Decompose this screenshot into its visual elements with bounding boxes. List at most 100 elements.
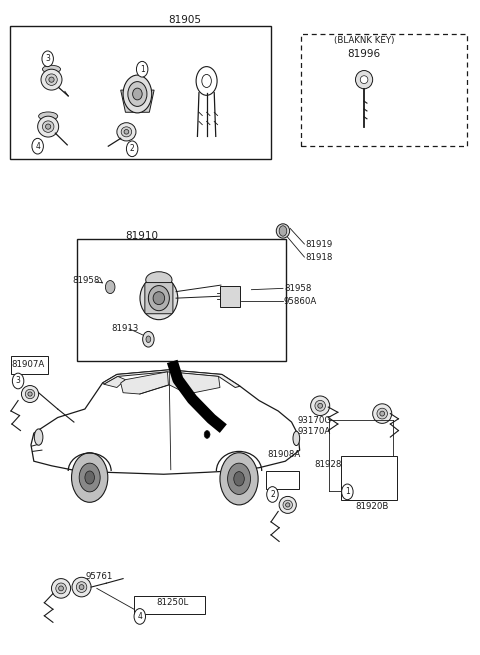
Circle shape	[220, 453, 258, 505]
Ellipse shape	[315, 400, 325, 411]
Ellipse shape	[148, 286, 169, 310]
Circle shape	[32, 138, 43, 154]
Ellipse shape	[46, 74, 57, 85]
Circle shape	[12, 373, 24, 389]
Text: 1: 1	[140, 65, 144, 74]
Ellipse shape	[124, 130, 129, 134]
FancyBboxPatch shape	[10, 26, 272, 159]
Ellipse shape	[140, 276, 178, 320]
Text: (BLAKNK KEY): (BLAKNK KEY)	[334, 36, 394, 45]
Ellipse shape	[56, 583, 66, 594]
Text: 81958: 81958	[72, 276, 99, 285]
Ellipse shape	[51, 578, 71, 598]
FancyBboxPatch shape	[145, 282, 173, 314]
Circle shape	[134, 608, 145, 624]
Ellipse shape	[25, 389, 35, 399]
Polygon shape	[169, 372, 220, 394]
Text: 81919: 81919	[306, 240, 333, 248]
Circle shape	[279, 226, 287, 236]
FancyBboxPatch shape	[220, 286, 240, 307]
Circle shape	[234, 472, 244, 486]
Polygon shape	[31, 370, 300, 474]
Circle shape	[72, 453, 108, 502]
FancyBboxPatch shape	[301, 34, 467, 146]
Ellipse shape	[283, 500, 292, 510]
Text: 95761: 95761	[85, 572, 113, 581]
Ellipse shape	[37, 116, 59, 137]
Ellipse shape	[293, 431, 300, 445]
Ellipse shape	[42, 121, 54, 132]
Text: 81908A: 81908A	[268, 450, 301, 459]
Ellipse shape	[153, 291, 165, 305]
Circle shape	[106, 280, 115, 293]
Text: 4: 4	[137, 612, 142, 621]
Text: 81910: 81910	[126, 231, 159, 241]
Polygon shape	[120, 90, 154, 112]
Ellipse shape	[72, 577, 91, 597]
Ellipse shape	[59, 586, 63, 591]
Text: 3: 3	[45, 54, 50, 64]
Ellipse shape	[311, 396, 330, 415]
FancyBboxPatch shape	[341, 456, 397, 500]
Ellipse shape	[356, 71, 372, 89]
Circle shape	[228, 463, 251, 495]
Circle shape	[146, 336, 151, 343]
Text: 81913: 81913	[111, 324, 139, 333]
Text: 95860A: 95860A	[284, 297, 317, 306]
Ellipse shape	[146, 272, 172, 288]
Ellipse shape	[117, 122, 136, 141]
Ellipse shape	[28, 392, 32, 396]
Ellipse shape	[79, 585, 84, 590]
Text: 81928: 81928	[314, 460, 341, 469]
Ellipse shape	[38, 112, 58, 121]
Ellipse shape	[128, 82, 147, 106]
Text: 81920B: 81920B	[356, 502, 389, 511]
Text: 3: 3	[16, 377, 21, 386]
Circle shape	[267, 487, 278, 502]
Ellipse shape	[318, 403, 323, 408]
Text: 81958: 81958	[284, 284, 311, 293]
Text: 1: 1	[345, 487, 350, 496]
Ellipse shape	[76, 582, 87, 593]
Polygon shape	[104, 377, 125, 388]
Circle shape	[143, 331, 154, 347]
Text: 81918: 81918	[306, 253, 333, 261]
Ellipse shape	[279, 496, 296, 514]
FancyBboxPatch shape	[266, 471, 299, 489]
Text: 93170A: 93170A	[297, 427, 331, 436]
Text: 81907A: 81907A	[11, 360, 44, 369]
Circle shape	[79, 463, 100, 492]
FancyBboxPatch shape	[134, 596, 204, 614]
Ellipse shape	[34, 429, 43, 445]
Text: 2: 2	[130, 144, 134, 153]
Circle shape	[85, 471, 95, 484]
Ellipse shape	[276, 224, 289, 238]
Ellipse shape	[360, 76, 368, 84]
Text: 2: 2	[270, 490, 275, 499]
Circle shape	[126, 141, 138, 157]
Ellipse shape	[377, 408, 387, 419]
Polygon shape	[103, 370, 240, 388]
Text: 81996: 81996	[348, 48, 381, 58]
Ellipse shape	[132, 88, 142, 100]
Ellipse shape	[42, 66, 60, 73]
Ellipse shape	[372, 404, 392, 423]
Circle shape	[136, 62, 148, 77]
Text: 81905: 81905	[168, 14, 202, 25]
Text: 4: 4	[35, 141, 40, 151]
Ellipse shape	[121, 127, 132, 137]
Ellipse shape	[41, 69, 62, 90]
Circle shape	[204, 430, 210, 438]
Text: 93170G: 93170G	[297, 416, 331, 424]
Polygon shape	[120, 372, 168, 394]
FancyBboxPatch shape	[77, 239, 286, 362]
Ellipse shape	[380, 411, 384, 416]
Ellipse shape	[286, 503, 290, 507]
Ellipse shape	[49, 77, 54, 83]
Text: 81250L: 81250L	[156, 598, 188, 607]
Ellipse shape	[22, 386, 38, 403]
Circle shape	[42, 51, 53, 67]
Circle shape	[342, 484, 353, 500]
FancyBboxPatch shape	[11, 356, 48, 375]
Ellipse shape	[46, 124, 51, 129]
